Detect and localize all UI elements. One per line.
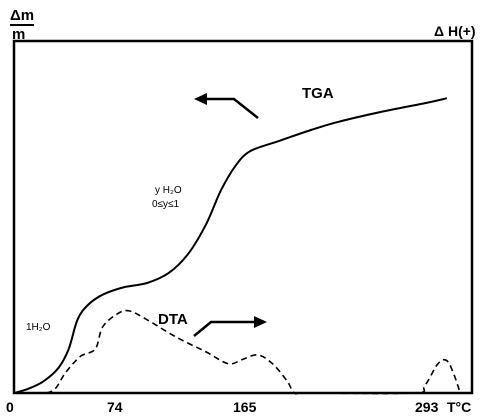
x-tick-label: 165: [233, 399, 257, 415]
y-left-label-top: Δm: [10, 7, 34, 24]
x-tick-label: 293: [415, 399, 439, 415]
x-tick-label: 0: [6, 399, 14, 415]
arrow-left-icon: [194, 93, 259, 119]
annotation-1h2o: 1H₂O: [26, 322, 51, 333]
series-label-tga: TGA: [302, 85, 334, 102]
series-layer: [13, 97, 461, 395]
y-right-label: Δ H(+): [434, 23, 476, 39]
annotation-y-range: 0≤y≤1: [152, 199, 180, 210]
x-unit-label: T°C: [447, 399, 471, 415]
plot-frame: [12, 39, 474, 395]
y-left-label-bottom: m: [12, 26, 25, 43]
x-tick-label: 74: [107, 399, 123, 415]
series-label-dta: DTA: [158, 311, 188, 328]
arrow-right-icon: [193, 316, 267, 337]
annotation-yh2o: y H₂O: [155, 185, 182, 196]
series-line-tga: [13, 97, 448, 394]
